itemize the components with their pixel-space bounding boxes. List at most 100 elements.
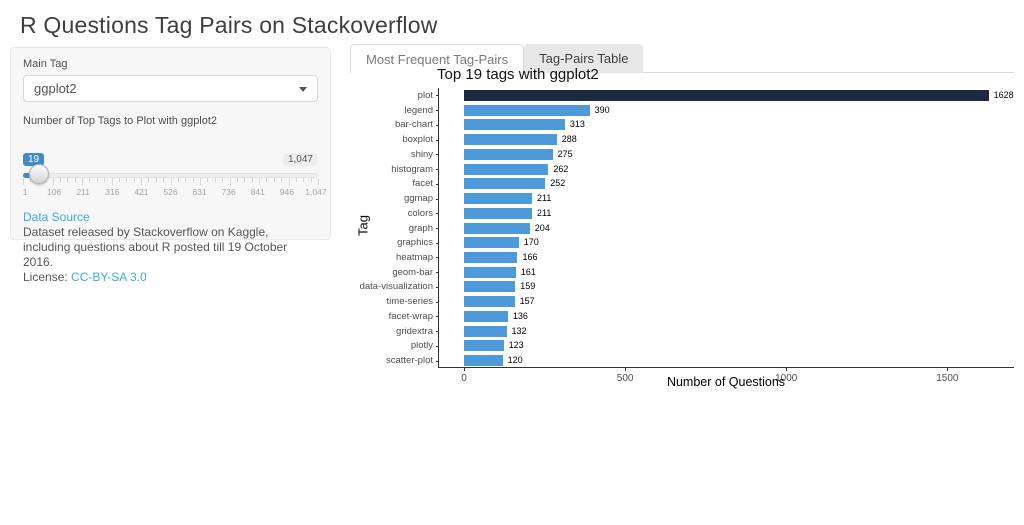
y-tick-mark [436, 124, 439, 126]
slider-label: Number of Top Tags to Plot with ggplot2 [23, 115, 218, 127]
slider-tick-label: 631 [192, 187, 207, 197]
slider-grid-pol [244, 178, 246, 182]
main-tag-label: Main Tag [23, 58, 68, 70]
slider-grid-pol [118, 178, 120, 182]
bar-bar-chart [464, 119, 565, 131]
slider-grid-pol [52, 178, 54, 185]
bar-value-label: 1628 [993, 89, 1014, 100]
y-tick-mark [436, 301, 439, 303]
slider-value-bubble: 19 [23, 153, 45, 166]
slider-grid-pol [82, 178, 83, 185]
slider-grid-pol [266, 178, 268, 182]
y-tick-mark [436, 95, 439, 97]
slider-grid [23, 178, 319, 186]
slider-grid-pol [251, 178, 253, 182]
slider-grid-pol [141, 178, 142, 185]
slider-tick-label: 1 [22, 187, 28, 197]
x-tick-mark [947, 368, 949, 371]
slider-grid-pol [318, 178, 319, 185]
license-link[interactable]: CC-BY-SA 3.0 [71, 270, 147, 284]
y-category-label: plot [417, 89, 433, 101]
bar-gridextra [464, 325, 507, 337]
y-tick-mark [436, 272, 439, 274]
bar-histogram [464, 163, 549, 175]
slider-grid-pol [192, 178, 194, 182]
slider-grid-pol [163, 178, 165, 182]
bar-geom-bar [464, 266, 516, 278]
bar-value-label: 288 [561, 134, 577, 145]
y-category-label: histogram [391, 163, 433, 175]
y-category-label: graph [408, 222, 433, 234]
y-category-label: heatmap [396, 251, 433, 263]
y-category-label: plotly [410, 340, 433, 352]
y-category-label: legend [404, 104, 433, 116]
bar-plotly [464, 340, 504, 352]
bar-plot [464, 89, 989, 101]
y-tick-mark [436, 316, 439, 318]
bar-chart-plot: plot 1628 legend 390 bar-chart 313 boxplot 288 s… [360, 88, 1014, 384]
slider-grid-pol [273, 178, 275, 182]
slider-grid-pol [67, 178, 69, 182]
slider-grid-pol [126, 178, 128, 182]
slider-grid-pol [303, 178, 305, 182]
y-axis-title: Tag [355, 215, 371, 236]
slider-tick-label: 841 [250, 187, 265, 197]
bar-legend [464, 104, 590, 116]
bar-value-label: 157 [519, 296, 535, 307]
y-tick-mark [436, 154, 439, 156]
y-tick-mark [436, 169, 439, 171]
slider-grid-pol [222, 178, 224, 182]
bar-value-label: 275 [557, 148, 573, 159]
bar-heatmap [464, 251, 518, 263]
slider-grid-pol [74, 178, 76, 182]
bar-time-series [464, 296, 515, 308]
y-tick-mark [436, 213, 439, 215]
bar-value-label: 252 [550, 178, 566, 189]
slider-grid-pol [133, 178, 135, 182]
tab-tag-pairs-table[interactable]: Tag-Pairs Table [524, 44, 644, 73]
slider-tick-labels: 1 106 211 316 421 526 631 736 841 946 1,047 [22, 187, 327, 198]
data-source-link[interactable]: Data Source [23, 210, 90, 224]
bar-facet [464, 178, 546, 190]
y-tick-mark [436, 139, 439, 141]
y-category-label: scatter-plot [386, 355, 433, 367]
bar-facet-wrap [464, 310, 508, 322]
bar-value-label: 136 [512, 310, 528, 321]
x-tick-label: 1000 [775, 373, 798, 384]
tab-bar: Most Frequent Tag-Pairs Tag-Pairs Table [350, 44, 1014, 74]
data-source-description: Dataset released by Stackoverflow on Kag… [23, 225, 288, 269]
main-tag-select[interactable]: ggplot2 [23, 75, 318, 102]
y-category-label: time-series [386, 296, 433, 308]
sidebar-panel: Main Tag ggplot2 Number of Top Tags to P… [10, 47, 331, 284]
y-category-label: graphics [397, 237, 433, 249]
x-tick-mark [786, 368, 788, 371]
slider-grid-pol [155, 178, 157, 182]
bar-shiny [464, 148, 553, 160]
slider-grid-pol [185, 178, 187, 182]
bar-graph [464, 222, 530, 234]
tab-most-frequent-tag-pairs[interactable]: Most Frequent Tag-Pairs [350, 44, 525, 74]
license-prefix: License: [23, 270, 72, 284]
slider-tick-label: 946 [279, 187, 294, 197]
slider-grid-pol [170, 178, 172, 185]
slider-handle[interactable] [29, 164, 49, 184]
bar-value-label: 204 [534, 222, 550, 233]
y-category-label: boxplot [402, 134, 433, 146]
y-tick-mark [436, 257, 439, 259]
y-tick-mark [436, 331, 439, 333]
slider-max-label: 1,047 [282, 153, 318, 166]
main-tag-selected-value: ggplot2 [34, 81, 77, 96]
bar-value-label: 159 [520, 281, 536, 292]
bar-scatter-plot [464, 355, 503, 367]
y-category-label: colors [407, 207, 433, 219]
slider-grid-pol [236, 178, 238, 182]
top-tags-slider[interactable]: 19 1,047 1 106 211 316 421 526 631 736 841 946 1,0… [22, 140, 327, 198]
slider-grid-pol [23, 178, 24, 185]
slider-grid-pol [295, 178, 297, 182]
slider-tick-label: 211 [76, 187, 91, 197]
slider-grid-pol [59, 178, 61, 182]
slider-grid-pol [288, 178, 290, 185]
bar-value-label: 170 [523, 237, 539, 248]
bar-value-label: 313 [569, 119, 585, 130]
